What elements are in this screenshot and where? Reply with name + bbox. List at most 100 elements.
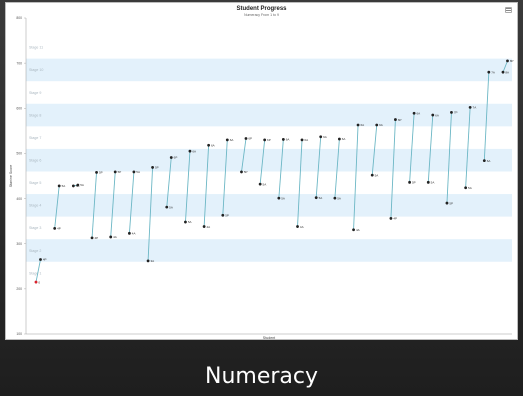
start-label: 5A [188, 220, 192, 224]
start-label: 5P [412, 181, 416, 185]
start-point [482, 159, 486, 163]
stage-label: Stage 9 [29, 91, 41, 95]
progress-line [315, 136, 322, 198]
end-label: 6A [211, 144, 215, 148]
progress-line [371, 124, 378, 176]
end-point [76, 183, 80, 187]
end-point [356, 123, 360, 127]
start-point [109, 235, 113, 239]
end-label: 6A [323, 135, 327, 139]
progress-line [353, 124, 359, 230]
start-point [277, 196, 281, 200]
start-label: 5A [281, 196, 285, 200]
menu-icon[interactable] [505, 7, 512, 13]
end-point [487, 70, 491, 74]
progress-line [110, 171, 116, 237]
end-label: 5P [118, 170, 122, 174]
chart-title: Student Progress [236, 6, 287, 12]
stage-label: Stage 7 [29, 136, 41, 140]
end-point [412, 111, 416, 115]
x-axis-label: Student [263, 336, 275, 340]
end-label: 6A [417, 111, 421, 115]
end-point [244, 137, 248, 140]
start-point [240, 170, 243, 174]
start-label: 5P [449, 201, 453, 205]
end-point [506, 59, 509, 63]
end-label: 7P [454, 111, 458, 115]
start-label: 5P [225, 213, 229, 217]
start-label: 6A [487, 159, 491, 163]
end-label: 6A [230, 138, 234, 142]
stage-band [26, 194, 512, 217]
start-point [202, 225, 206, 228]
end-label: 6A [286, 138, 290, 142]
start-label: 8A [505, 70, 509, 74]
y-tick-label: 300 [16, 242, 22, 246]
start-point [165, 205, 169, 209]
end-label: 6P [267, 138, 271, 142]
start-label: 4A [207, 225, 211, 229]
start-label: 0 [38, 280, 40, 284]
progress-line [128, 171, 135, 234]
end-label: 5A [62, 184, 66, 188]
start-label: 4A [113, 235, 117, 239]
chart-subtitle: Numeracy From 1 to 9 [244, 13, 279, 17]
stage-label: Stage 4 [29, 204, 41, 208]
start-label: 5P [244, 170, 248, 174]
start-point [258, 182, 262, 186]
end-point [263, 138, 267, 142]
end-point [169, 156, 173, 159]
y-tick-label: 700 [16, 61, 22, 65]
end-label: 6A [192, 149, 196, 153]
stage-label: Stage 11 [29, 46, 43, 50]
start-point [389, 217, 393, 220]
start-point [370, 173, 374, 177]
end-point [113, 170, 117, 174]
stage-band [26, 239, 512, 262]
progress-line [446, 112, 452, 204]
start-point [333, 196, 337, 200]
end-label: 4P [43, 258, 47, 262]
progress-line [54, 185, 60, 229]
end-point [225, 138, 229, 142]
progress-line [259, 139, 266, 185]
progress-line [502, 60, 508, 73]
start-label: 4P [94, 236, 98, 240]
y-tick-label: 100 [16, 332, 22, 336]
start-label: 4A [132, 232, 136, 236]
stage-label: Stage 10 [29, 68, 43, 72]
y-axis-label: Stanine Score [9, 165, 13, 188]
end-label: 5P [155, 166, 159, 170]
end-point [337, 137, 341, 141]
end-label: 5A [136, 170, 140, 174]
end-point [188, 149, 192, 153]
end-point [207, 143, 211, 147]
progress-line [278, 139, 284, 199]
start-label: 4A [356, 228, 360, 232]
end-point [375, 123, 379, 127]
progress-line [35, 259, 41, 283]
start-point [314, 196, 318, 200]
end-label: 6A [379, 123, 383, 127]
start-label: 5A [169, 205, 173, 209]
start-label: 5A [263, 182, 267, 186]
end-point [319, 135, 323, 139]
start-point [71, 184, 75, 188]
end-point [450, 110, 453, 114]
end-label: 5A [80, 183, 84, 187]
y-tick-label: 600 [16, 106, 22, 110]
progress-line [427, 115, 434, 183]
end-point [132, 170, 136, 174]
start-point [34, 280, 38, 284]
end-point [431, 113, 435, 117]
start-point [90, 236, 94, 240]
progress-line [166, 157, 172, 208]
start-point [221, 213, 225, 217]
y-tick-label: 800 [16, 16, 22, 20]
progress-line [241, 138, 247, 172]
start-point [53, 226, 57, 230]
progress-line [483, 72, 490, 161]
end-point [151, 166, 154, 169]
progress-line [465, 107, 471, 188]
